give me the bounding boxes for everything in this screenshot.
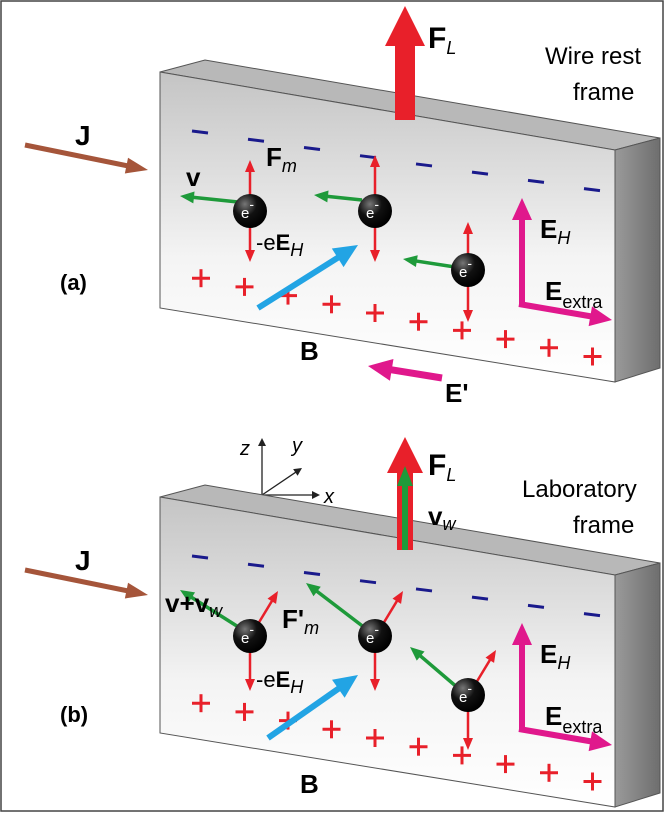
arrow-head bbox=[125, 583, 148, 599]
subscript: H bbox=[290, 240, 304, 260]
negative-charge bbox=[584, 189, 600, 191]
symbol: F bbox=[428, 22, 446, 55]
prefix: -e bbox=[256, 667, 276, 692]
subscript: L bbox=[446, 38, 456, 58]
figure: (a) J FL Wire rest frame v Fm -eEH EH Ee… bbox=[0, 0, 672, 817]
superscript: - bbox=[467, 680, 472, 696]
negative-charge bbox=[472, 597, 488, 599]
arrow-head bbox=[125, 158, 148, 174]
subscript: m bbox=[304, 618, 319, 638]
axis-label: x bbox=[323, 486, 335, 508]
superscript: - bbox=[249, 621, 254, 637]
negative-charge bbox=[528, 180, 544, 182]
axis-z bbox=[258, 438, 266, 495]
prefix: -e bbox=[256, 230, 276, 255]
superscript: - bbox=[374, 621, 379, 637]
symbol: E bbox=[276, 230, 291, 255]
panel-label: (b) bbox=[60, 702, 88, 727]
negative-charge bbox=[416, 589, 432, 591]
wire-velocity-label: vw bbox=[428, 501, 456, 534]
symbol: F' bbox=[282, 604, 304, 634]
symbol: E bbox=[540, 639, 557, 669]
negative-charge bbox=[248, 139, 264, 141]
arrow-head bbox=[258, 438, 266, 446]
superscript: - bbox=[374, 196, 379, 212]
slab-side bbox=[615, 563, 660, 807]
transformed-field-arrow bbox=[368, 359, 442, 381]
axis-label: z bbox=[239, 438, 250, 460]
negative-charge bbox=[584, 614, 600, 616]
frame-title: Wire rest bbox=[545, 43, 641, 70]
symbol: E bbox=[545, 701, 562, 731]
subscript: H bbox=[557, 653, 571, 673]
negative-charge bbox=[472, 172, 488, 174]
negative-charge bbox=[360, 581, 376, 583]
lorentz-force-label: FL bbox=[428, 449, 456, 485]
subscript: w bbox=[442, 514, 456, 534]
negative-charge bbox=[192, 556, 208, 558]
symbol: e bbox=[241, 630, 249, 647]
negative-charge bbox=[528, 605, 544, 607]
lorentz-force-label: FL bbox=[428, 22, 456, 58]
current-label: J bbox=[75, 545, 91, 576]
page: {"panel_a": {"label": "(a)", "frame_titl… bbox=[0, 0, 672, 817]
subscript: extra bbox=[562, 292, 603, 312]
symbol: E bbox=[545, 276, 562, 306]
negative-charge bbox=[416, 164, 432, 166]
subscript: extra bbox=[562, 717, 603, 737]
magnetic-field-label: B bbox=[300, 769, 319, 799]
symbol: v+v bbox=[165, 588, 210, 618]
arrow-shaft bbox=[262, 472, 297, 495]
frame-title: frame bbox=[573, 79, 634, 106]
subscript: H bbox=[290, 677, 304, 697]
arrow-head bbox=[368, 359, 393, 381]
arrow-shaft bbox=[387, 369, 442, 378]
symbol: E bbox=[540, 214, 557, 244]
axis-y bbox=[262, 468, 302, 495]
frame-title: Laboratory bbox=[522, 476, 637, 503]
negative-charge bbox=[360, 156, 376, 158]
axis-label: y bbox=[290, 435, 303, 457]
negative-charge bbox=[192, 131, 208, 133]
arrow-head bbox=[312, 491, 320, 499]
negative-charge bbox=[304, 147, 320, 149]
magnetic-field-label: B bbox=[300, 336, 319, 366]
frame-title: frame bbox=[573, 512, 634, 539]
subscript: L bbox=[446, 465, 456, 485]
shapes bbox=[25, 6, 660, 807]
superscript: - bbox=[249, 196, 254, 212]
symbol: F bbox=[428, 449, 446, 482]
superscript: - bbox=[467, 255, 472, 271]
velocity-label: v bbox=[186, 162, 201, 192]
arrow-head bbox=[293, 468, 302, 476]
symbol: e bbox=[459, 689, 467, 706]
current-label: J bbox=[75, 120, 91, 151]
subscript: H bbox=[557, 228, 571, 248]
subscript: m bbox=[282, 156, 297, 176]
subscript: w bbox=[209, 601, 223, 621]
panel-label: (a) bbox=[60, 270, 87, 295]
symbol: e bbox=[366, 205, 374, 222]
slab-side bbox=[615, 138, 660, 382]
symbol: e bbox=[459, 264, 467, 281]
arrow-head bbox=[385, 6, 425, 46]
symbol: E bbox=[276, 667, 291, 692]
symbol: F bbox=[266, 142, 282, 172]
transformed-field-label: E' bbox=[445, 378, 469, 408]
symbol: v bbox=[428, 501, 443, 531]
negative-charge bbox=[304, 572, 320, 574]
symbol: e bbox=[241, 205, 249, 222]
negative-charge bbox=[248, 564, 264, 566]
symbol: e bbox=[366, 630, 374, 647]
